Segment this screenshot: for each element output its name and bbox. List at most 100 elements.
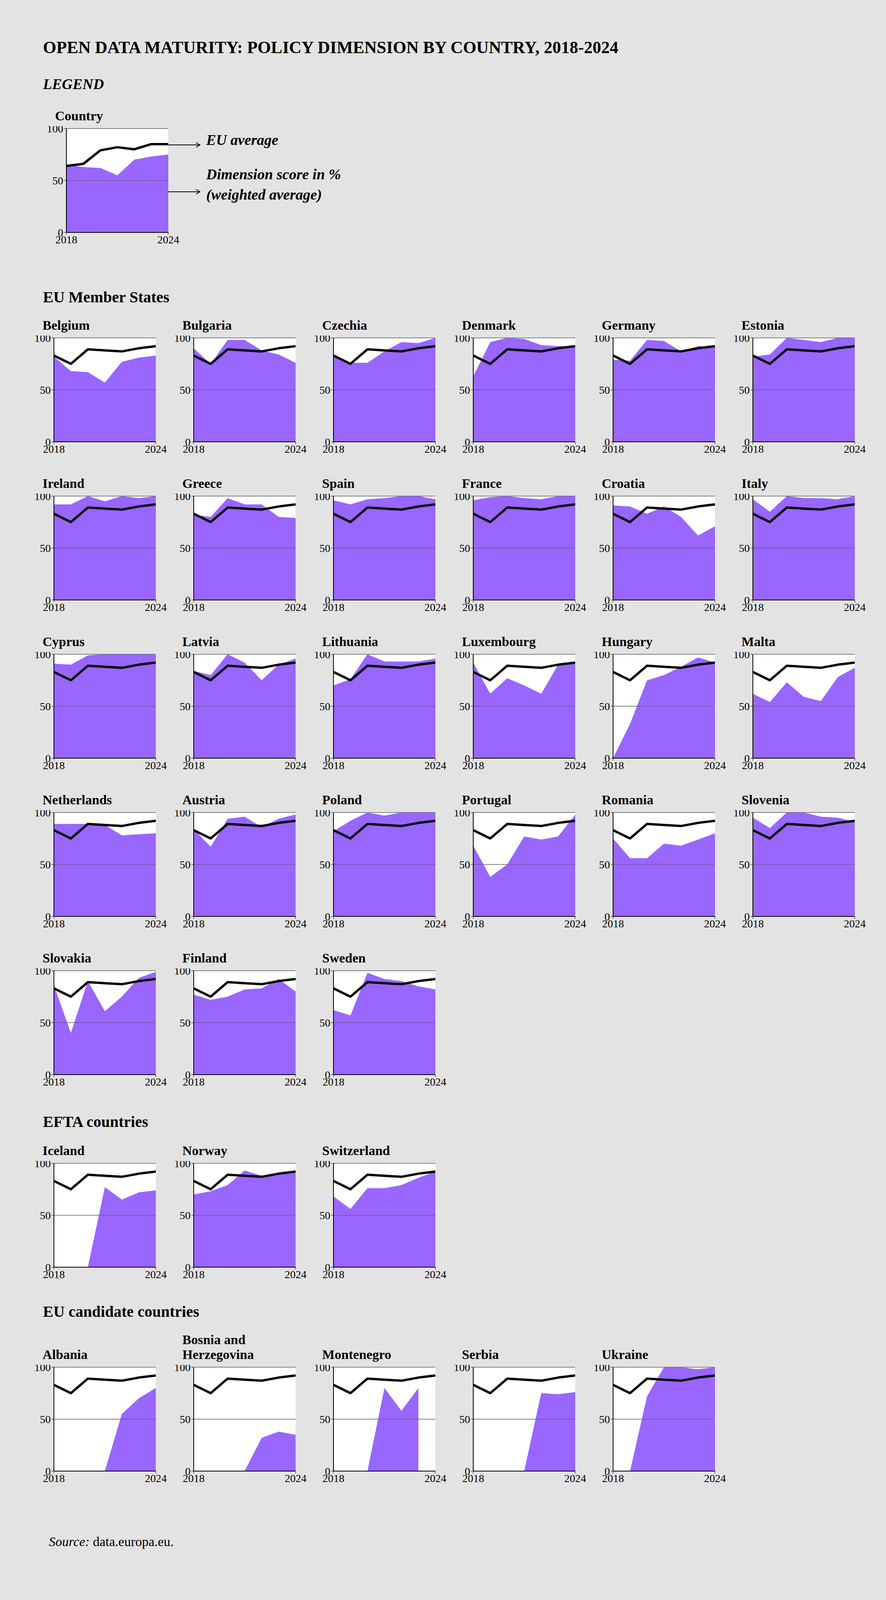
svg-text:100: 100: [34, 493, 51, 503]
svg-text:100: 100: [313, 651, 331, 661]
svg-text:0: 0: [324, 1068, 331, 1081]
svg-text:50: 50: [319, 700, 331, 713]
svg-text:100: 100: [313, 335, 331, 345]
svg-text:100: 100: [34, 1160, 51, 1170]
svg-text:50: 50: [179, 541, 191, 555]
svg-text:0: 0: [604, 752, 610, 765]
svg-text:2024: 2024: [144, 1471, 167, 1484]
svg-text:100: 100: [593, 493, 610, 503]
svg-text:0: 0: [185, 1464, 191, 1477]
svg-text:50: 50: [459, 700, 471, 713]
svg-text:50: 50: [179, 858, 191, 871]
svg-text:0: 0: [324, 1260, 331, 1273]
svg-text:0: 0: [45, 1464, 51, 1477]
svg-text:2024: 2024: [564, 600, 587, 614]
svg-text:2024: 2024: [144, 1075, 167, 1088]
svg-text:2024: 2024: [284, 759, 307, 772]
svg-text:50: 50: [459, 541, 471, 555]
svg-text:2024: 2024: [284, 600, 307, 614]
svg-text:2024: 2024: [564, 917, 587, 930]
svg-text:0: 0: [744, 752, 750, 765]
svg-text:50: 50: [179, 1412, 191, 1425]
svg-text:0: 0: [185, 593, 191, 607]
svg-text:0: 0: [185, 1260, 191, 1273]
svg-text:2024: 2024: [284, 1267, 307, 1280]
svg-text:2024: 2024: [284, 1075, 307, 1088]
svg-text:0: 0: [324, 593, 331, 607]
svg-text:100: 100: [174, 651, 191, 661]
svg-text:2024: 2024: [424, 1471, 447, 1484]
svg-text:50: 50: [738, 383, 750, 396]
svg-text:100: 100: [34, 651, 51, 661]
svg-text:100: 100: [174, 968, 191, 977]
svg-text:50: 50: [459, 858, 471, 871]
svg-text:100: 100: [453, 651, 471, 661]
svg-text:50: 50: [319, 383, 331, 396]
svg-text:100: 100: [34, 335, 51, 345]
svg-text:100: 100: [313, 1160, 331, 1170]
svg-text:50: 50: [598, 383, 610, 396]
svg-text:50: 50: [179, 383, 191, 396]
svg-text:100: 100: [313, 1364, 331, 1373]
svg-text:2024: 2024: [424, 759, 447, 772]
svg-text:100: 100: [593, 809, 610, 819]
svg-text:0: 0: [464, 1464, 471, 1477]
svg-text:0: 0: [45, 752, 51, 765]
svg-text:100: 100: [313, 809, 331, 819]
svg-text:2024: 2024: [284, 917, 307, 930]
svg-text:2024: 2024: [704, 1471, 726, 1484]
svg-text:50: 50: [179, 1208, 191, 1222]
svg-text:50: 50: [39, 1412, 51, 1425]
svg-text:100: 100: [453, 493, 471, 503]
svg-text:50: 50: [179, 700, 191, 713]
svg-text:0: 0: [324, 1464, 331, 1477]
svg-text:100: 100: [174, 335, 191, 345]
svg-text:100: 100: [46, 126, 64, 135]
svg-text:0: 0: [604, 1464, 610, 1477]
svg-text:50: 50: [52, 174, 64, 187]
svg-text:2024: 2024: [284, 1471, 307, 1484]
svg-text:0: 0: [604, 435, 610, 448]
svg-text:2024: 2024: [564, 1471, 587, 1484]
svg-text:50: 50: [39, 383, 51, 396]
svg-text:50: 50: [738, 700, 750, 713]
svg-text:2024: 2024: [843, 442, 866, 455]
svg-text:50: 50: [39, 1208, 51, 1222]
svg-text:0: 0: [185, 910, 191, 923]
svg-text:2024: 2024: [843, 917, 866, 930]
svg-text:2024: 2024: [704, 600, 726, 614]
svg-text:2024: 2024: [704, 917, 726, 930]
svg-text:100: 100: [313, 493, 331, 503]
svg-text:100: 100: [733, 493, 750, 503]
svg-text:50: 50: [459, 383, 471, 396]
svg-text:2024: 2024: [284, 442, 307, 455]
svg-text:50: 50: [598, 858, 610, 871]
svg-text:2024: 2024: [144, 600, 167, 614]
svg-text:2024: 2024: [144, 917, 167, 930]
svg-text:0: 0: [464, 910, 471, 923]
svg-text:100: 100: [733, 809, 750, 819]
svg-text:50: 50: [39, 700, 51, 713]
svg-text:50: 50: [598, 1412, 610, 1425]
svg-text:0: 0: [45, 1260, 51, 1273]
svg-text:2024: 2024: [843, 600, 866, 614]
svg-text:50: 50: [179, 1016, 191, 1029]
svg-text:2024: 2024: [424, 600, 447, 614]
svg-text:100: 100: [34, 968, 51, 977]
svg-text:100: 100: [593, 1364, 610, 1373]
svg-text:100: 100: [453, 1364, 471, 1373]
svg-text:100: 100: [34, 1364, 51, 1373]
svg-text:50: 50: [39, 1016, 51, 1029]
svg-text:2024: 2024: [424, 1075, 447, 1088]
svg-text:50: 50: [738, 541, 750, 555]
svg-text:100: 100: [174, 1160, 191, 1170]
svg-text:50: 50: [738, 858, 750, 871]
svg-text:100: 100: [453, 809, 471, 819]
svg-text:50: 50: [319, 1412, 331, 1425]
svg-text:50: 50: [39, 858, 51, 871]
svg-text:50: 50: [319, 1016, 331, 1029]
svg-text:0: 0: [185, 435, 191, 448]
svg-text:2024: 2024: [704, 442, 726, 455]
svg-text:0: 0: [45, 593, 51, 607]
svg-text:0: 0: [45, 910, 51, 923]
